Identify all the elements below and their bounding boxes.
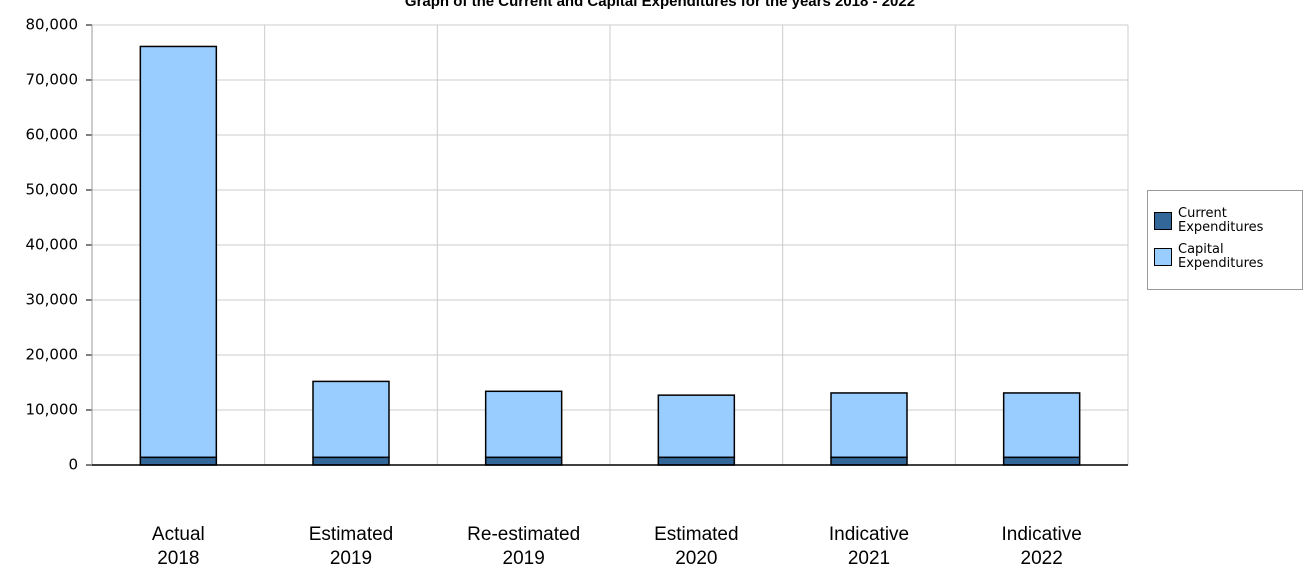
bar-segment [484,390,563,459]
legend-item: Capital Expenditures [1154,243,1302,271]
legend-label: Capital Expenditures [1178,242,1264,271]
legend-item: Current Expenditures [1154,207,1302,235]
legend-swatch [1154,212,1172,230]
x-tick-label: Estimated 2020 [654,524,738,569]
x-tick-label: Estimated 2019 [309,524,393,569]
y-tick-label: 30,000 [26,291,79,309]
y-tick-label: 70,000 [26,71,79,89]
x-tick-label-line: Indicative [1002,524,1082,545]
bar-segment [484,456,563,466]
y-tick-label: 60,000 [26,126,79,144]
bar-segment [312,380,390,459]
x-tick-label-line: 2020 [675,548,717,569]
bar-segment [1002,456,1081,466]
x-tick-label-line: Estimated [654,524,738,545]
legend: Current Expenditures Capital Expenditures [1147,190,1303,290]
y-tick-label: 40,000 [26,236,79,254]
bar-segment [830,456,908,466]
bar-segment [657,394,736,459]
bar-segment [139,45,218,459]
bar-segment [139,456,218,466]
bar-segment [657,456,736,466]
chart-title: Graph of the Current and Capital Expendi… [405,0,915,10]
x-tick-label-line: Indicative [829,524,909,545]
x-tick-label-line: Actual [152,524,205,545]
x-tick-label: Re-estimated 2019 [467,524,580,569]
x-tick-label: Indicative 2021 [829,524,909,569]
legend-label: Current Expenditures [1178,206,1264,235]
x-tick-label-line: 2018 [157,548,199,569]
x-tick-label-line: 2022 [1021,548,1063,569]
x-tick-label-line: 2021 [848,548,890,569]
y-tick-label: 50,000 [26,181,79,199]
y-tick-label: 10,000 [26,401,79,419]
x-tick-label-line: 2019 [330,548,372,569]
x-tick-label-line: 2019 [503,548,545,569]
y-tick-label: 80,000 [26,16,79,34]
bar-segment [312,456,390,466]
bar-segment [1002,392,1081,459]
x-tick-label: Indicative 2022 [1002,524,1082,569]
y-tick-label: 0 [68,456,78,474]
x-tick-label: Actual 2018 [152,524,205,569]
legend-swatch [1154,248,1172,266]
x-tick-label-line: Estimated [309,524,393,545]
y-tick-label: 20,000 [26,346,79,364]
bar-segment [830,392,908,459]
x-tick-label-line: Re-estimated [467,524,580,545]
